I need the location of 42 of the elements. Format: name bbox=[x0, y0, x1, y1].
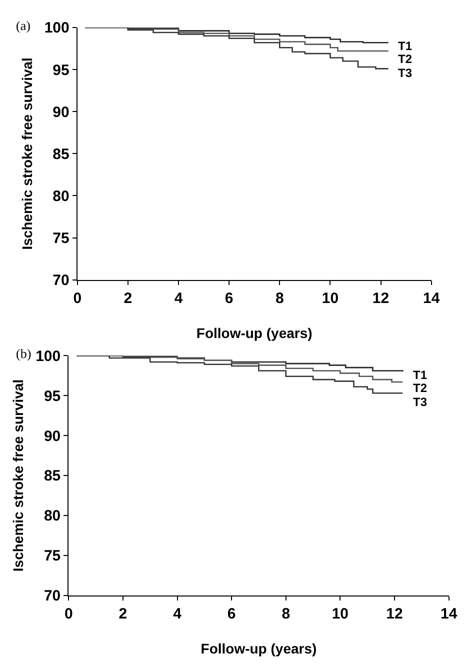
y-tick-label: 70 bbox=[44, 588, 61, 605]
y-tick-label: 80 bbox=[44, 508, 61, 525]
series-label: T1 bbox=[413, 368, 428, 382]
x-tick-label: 6 bbox=[227, 605, 236, 622]
y-tick-label: 85 bbox=[52, 146, 70, 163]
x-tick-label: 14 bbox=[422, 290, 440, 307]
x-tick-label: 8 bbox=[282, 605, 290, 622]
series-label: T3 bbox=[398, 66, 412, 80]
y-tick-label: 95 bbox=[52, 62, 70, 79]
x-tick-label: 4 bbox=[174, 290, 184, 307]
x-tick-label: 0 bbox=[73, 290, 82, 307]
y-tick-label: 75 bbox=[52, 230, 70, 248]
y-tick-label: 90 bbox=[52, 104, 70, 121]
y-axis-title: Ischemic stroke free survival bbox=[10, 379, 26, 572]
x-axis-title: Follow-up (years) bbox=[196, 325, 312, 342]
y-tick-label: 100 bbox=[36, 348, 61, 365]
x-tick-label: 0 bbox=[64, 605, 73, 622]
y-tick-label: 95 bbox=[44, 388, 61, 405]
x-axis-title: Follow-up (years) bbox=[200, 640, 317, 657]
x-tick-label: 4 bbox=[173, 605, 182, 622]
x-tick-label: 2 bbox=[118, 605, 128, 622]
y-tick-label: 90 bbox=[44, 428, 61, 445]
series-label: T2 bbox=[398, 52, 412, 66]
chart-title: (b) bbox=[16, 346, 32, 361]
x-tick-label: 12 bbox=[372, 290, 390, 307]
x-tick-label: 2 bbox=[124, 290, 132, 307]
y-tick-label: 75 bbox=[44, 548, 61, 565]
x-tick-label: 6 bbox=[224, 290, 234, 307]
series-label: T2 bbox=[413, 381, 428, 395]
x-tick-label: 8 bbox=[275, 290, 284, 307]
y-tick-label: 85 bbox=[44, 468, 61, 485]
x-tick-label: 14 bbox=[440, 605, 458, 622]
x-tick-label: 10 bbox=[332, 605, 349, 622]
y-tick-label: 70 bbox=[52, 272, 70, 290]
chart-title: (a) bbox=[16, 18, 30, 33]
x-tick-label: 12 bbox=[386, 605, 403, 622]
series-label: T3 bbox=[413, 395, 428, 409]
series-label: T1 bbox=[398, 39, 412, 53]
y-axis-title: Ischemic stroke free survival bbox=[18, 58, 35, 250]
y-tick-label: 80 bbox=[52, 188, 70, 205]
y-tick-label: 100 bbox=[44, 20, 70, 37]
x-tick-label: 10 bbox=[322, 290, 339, 307]
